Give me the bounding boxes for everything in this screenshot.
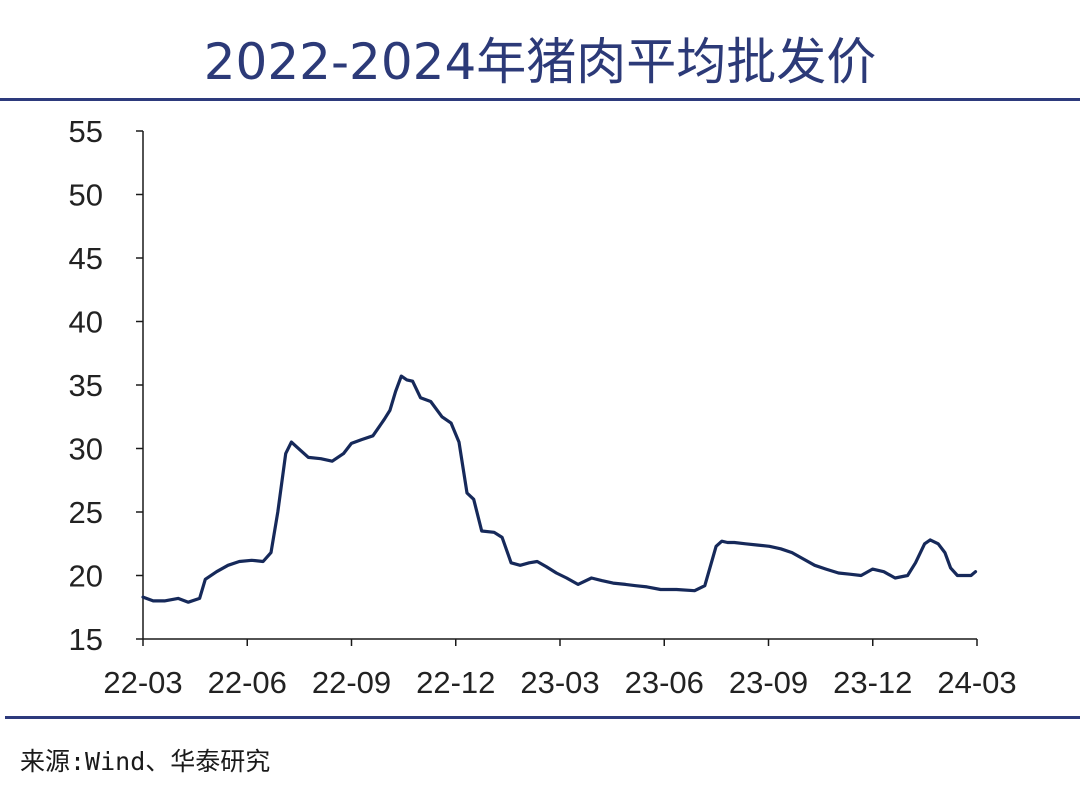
y-tick-label: 20 [69, 559, 103, 594]
source-note: 来源:Wind、华泰研究 [20, 747, 271, 776]
x-tick-label: 23-03 [520, 665, 599, 700]
bottom-divider [5, 716, 1080, 719]
price-series-line [141, 374, 978, 604]
x-tick-label: 22-03 [103, 665, 182, 700]
x-tick-label: 23-09 [729, 665, 808, 700]
x-tick-label: 23-12 [833, 665, 912, 700]
x-tick-label: 24-03 [937, 665, 1016, 700]
chart-title: 2022-2024年猪肉平均批发价 [203, 33, 877, 91]
x-tick-label: 22-06 [208, 665, 287, 700]
y-tick-label: 25 [69, 495, 103, 530]
x-tick-label: 22-12 [416, 665, 495, 700]
x-tick-label: 22-09 [312, 665, 391, 700]
y-tick-label: 50 [69, 178, 103, 213]
x-tick-label: 23-06 [625, 665, 704, 700]
y-axis: 15 20 25 30 35 40 45 50 55 [69, 114, 144, 657]
y-tick-label: 45 [69, 241, 103, 276]
y-tick-label: 35 [69, 368, 103, 403]
y-tick-label: 30 [69, 432, 103, 467]
y-tick-label: 15 [69, 622, 103, 657]
y-tick-label: 40 [69, 305, 103, 340]
x-axis: 22-03 22-06 22-09 22-12 23-03 23-06 23-09 23-12… [103, 638, 1017, 700]
top-divider [0, 98, 1080, 101]
y-tick-label: 55 [69, 114, 103, 149]
